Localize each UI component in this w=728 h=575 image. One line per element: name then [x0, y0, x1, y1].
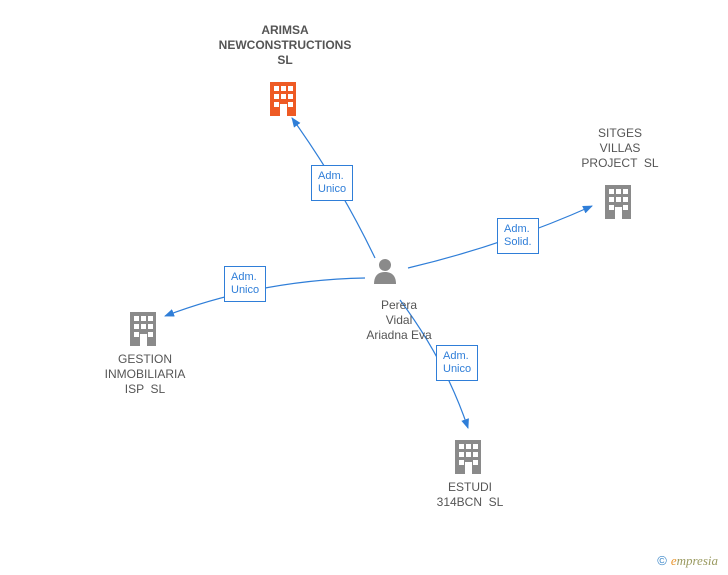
person-icon: [374, 259, 396, 284]
node-label-arimsa: ARIMSA NEWCONSTRUCTIONS SL: [195, 23, 375, 68]
edge-label-estudi: Adm. Unico: [436, 345, 478, 381]
copyright-symbol: ©: [657, 553, 667, 568]
diagram-canvas: [0, 0, 728, 575]
node-label-sitges: SITGES VILLAS PROJECT SL: [560, 126, 680, 171]
node-label-gestion: GESTION INMOBILIARIA ISP SL: [85, 352, 205, 397]
edge-label-gestion: Adm. Unico: [224, 266, 266, 302]
node-label-estudi: ESTUDI 314BCN SL: [420, 480, 520, 510]
building-icon: [455, 440, 481, 474]
building-icon: [605, 185, 631, 219]
building-icon: [270, 82, 296, 116]
center-label: Perera Vidal Ariadna Eva: [354, 298, 444, 343]
brand-rest: mpresia: [677, 553, 718, 568]
building-icon: [130, 312, 156, 346]
edge-label-arimsa: Adm. Unico: [311, 165, 353, 201]
edge-label-sitges: Adm. Solid.: [497, 218, 539, 254]
watermark: ©empresia: [657, 553, 718, 569]
